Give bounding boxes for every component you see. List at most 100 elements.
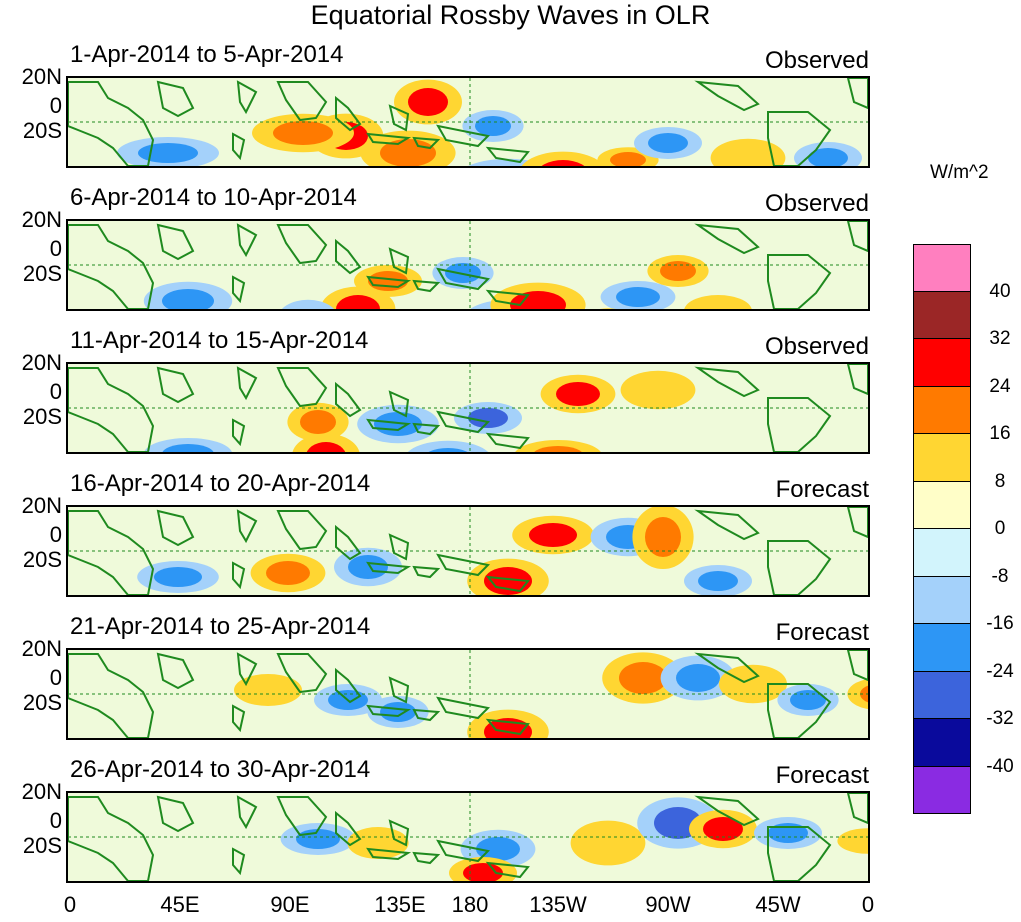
coastline [767, 111, 832, 166]
anomaly-contour [726, 146, 770, 166]
colorbar-swatch [913, 434, 971, 482]
coastline [485, 146, 530, 164]
anomaly-contour [463, 863, 503, 881]
coastline [232, 561, 246, 590]
coastline [276, 367, 328, 408]
anomaly-contour [162, 289, 214, 309]
panel-status: Observed [764, 47, 869, 74]
latitude-label: 0 [49, 808, 62, 833]
colorbar-level-label: 8 [994, 470, 1006, 492]
longitude-label: 180 [451, 892, 489, 917]
coastline [232, 847, 246, 876]
anomaly-contour [348, 555, 388, 579]
map-panel: 6-Apr-2014 to 10-Apr-2014 Observed 20N 0 20S [0, 185, 900, 328]
anomaly-contour [300, 410, 336, 434]
coastline [412, 422, 441, 436]
anomaly-contour-outer [521, 151, 605, 166]
longitude-label: 135W [529, 892, 587, 917]
panel-status: Forecast [775, 762, 869, 789]
olr-anomaly-field [68, 221, 868, 309]
colorbar-swatch [913, 671, 971, 719]
anomaly-contour [534, 446, 582, 452]
coastline [276, 510, 328, 551]
coastline [236, 223, 258, 258]
panel-status: Observed [764, 333, 869, 360]
coastline [276, 224, 328, 265]
coastline [236, 80, 258, 115]
anomaly-contour [610, 152, 646, 166]
olr-map [66, 505, 870, 597]
olr-anomaly-field [68, 650, 868, 738]
latitude-label: 20N [21, 64, 62, 89]
anomaly-contour [648, 133, 688, 153]
anomaly-contour [336, 295, 380, 309]
coastline [236, 366, 258, 401]
anomaly-contour [556, 382, 600, 406]
latitude-label: 0 [49, 93, 62, 118]
coastlines [68, 221, 868, 309]
coastline [846, 364, 868, 396]
coastline [388, 104, 410, 132]
coastline [412, 565, 441, 579]
colorbar-swatch [913, 386, 971, 434]
olr-anomaly-field [68, 78, 868, 166]
anomaly-contour-outer [281, 299, 335, 309]
olr-map [66, 648, 870, 740]
longitude-label: 0 [63, 892, 77, 917]
anomaly-contour [733, 672, 773, 696]
coastline [694, 223, 760, 255]
olr-map [66, 362, 870, 454]
colorbar-level-label: -16 [986, 613, 1014, 634]
coastline [485, 289, 530, 307]
coastline [276, 796, 328, 837]
coastline [156, 223, 195, 261]
coastline [436, 124, 491, 148]
coastline [388, 533, 410, 561]
coastlines [68, 650, 868, 738]
coastline [68, 81, 155, 166]
colorbar-level-label: 0 [994, 518, 1006, 539]
olr-anomaly-field [68, 507, 868, 595]
colorbar-level-label: 24 [989, 375, 1011, 397]
anomaly-contour [698, 571, 738, 591]
coastline [846, 793, 868, 825]
coastlines [68, 364, 868, 452]
panel-status: Observed [764, 190, 869, 217]
anomaly-contour [296, 829, 340, 849]
colorbar-swatch [913, 244, 971, 292]
panel-status: Forecast [775, 619, 869, 646]
coastline [694, 509, 760, 541]
anomaly-contour [619, 662, 667, 694]
latitude-label: 0 [49, 379, 62, 404]
coastline [232, 418, 246, 447]
latitude-label: 20S [22, 690, 62, 715]
coastline [366, 132, 412, 146]
coastlines [68, 78, 868, 166]
colorbar-units: W/m^2 [930, 162, 989, 183]
latitude-label: 20N [21, 350, 62, 375]
coastline [366, 561, 412, 575]
coastline [388, 676, 410, 704]
coastline [366, 704, 412, 718]
anomaly-contour-outer [847, 678, 868, 710]
coastline [276, 653, 328, 694]
coastline [68, 653, 155, 738]
colorbar-swatch [913, 576, 971, 624]
anomaly-contour [273, 121, 333, 145]
coastline [335, 95, 362, 132]
coastline [156, 509, 195, 547]
colorbar-level-label: 16 [989, 423, 1011, 444]
latitude-label: 20N [21, 779, 62, 804]
anomaly-contour [468, 408, 508, 428]
coastline [276, 81, 328, 122]
coastline [767, 826, 832, 881]
anomaly-contour [529, 523, 577, 547]
anomaly-contour [476, 837, 520, 861]
coastline [236, 509, 258, 544]
anomaly-contour [475, 116, 511, 136]
latitude-label: 0 [49, 236, 62, 261]
coastline [335, 524, 362, 561]
anomaly-contour [138, 143, 198, 163]
chart-title: Equatorial Rossby Waves in OLR [310, 0, 711, 30]
coastline [335, 381, 362, 418]
